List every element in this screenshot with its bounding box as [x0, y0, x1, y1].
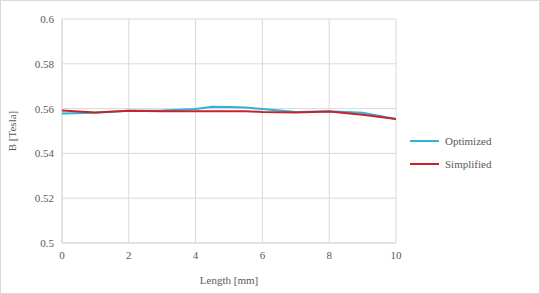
series-line [62, 107, 396, 119]
legend-swatch [410, 140, 439, 142]
plot-area [62, 107, 396, 119]
y-grid-line [62, 108, 396, 109]
x-tick-label: 8 [326, 249, 332, 261]
y-tick-label: 0.58 [35, 58, 55, 70]
x-grid-line [262, 19, 263, 243]
y-grid-line [62, 63, 396, 64]
y-tick-label: 0.56 [35, 103, 55, 115]
y-tick-label: 0.5 [40, 237, 54, 249]
y-tick-label: 0.54 [35, 147, 55, 159]
x-grid-line [329, 19, 330, 243]
x-grid-line [62, 19, 63, 243]
x-tick-label: 0 [59, 249, 65, 261]
x-tick-label: 4 [193, 249, 199, 261]
legend-swatch [410, 163, 439, 165]
legend-label: Optimized [445, 135, 492, 147]
x-axis-line [62, 243, 396, 244]
y-tick-label: 0.52 [35, 192, 54, 204]
x-tick-label: 6 [260, 249, 266, 261]
x-tick-label: 10 [391, 249, 403, 261]
series-line [62, 110, 396, 119]
y-grid-line [62, 198, 396, 199]
y-axis-line [62, 19, 63, 243]
x-grid-line [396, 19, 397, 243]
y-grid-line [62, 153, 396, 154]
x-grid-line [128, 19, 129, 243]
y-axis-title: B [Tesla] [6, 111, 18, 151]
chart: 0.5 0.52 0.54 0.56 0.58 0.6 0 2 4 6 8 10 Length [mm]… [0, 0, 540, 294]
x-axis-title: Length [mm] [200, 274, 258, 286]
y-grid-line [62, 243, 396, 244]
y-tick-label: 0.6 [40, 13, 54, 25]
x-tick-label: 2 [126, 249, 132, 261]
legend-label: Simplified [445, 158, 492, 170]
x-grid-line [195, 19, 196, 243]
y-grid-line [62, 19, 396, 20]
chart-frame [1, 1, 540, 294]
